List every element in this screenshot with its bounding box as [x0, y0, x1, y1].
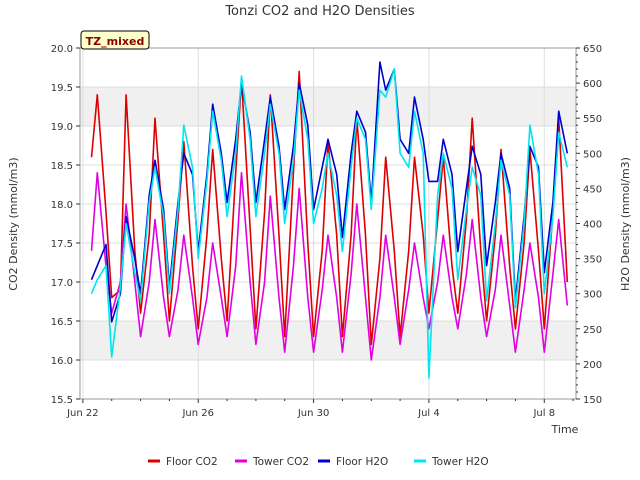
legend-label: Floor CO2 — [166, 456, 218, 468]
legend-label: Tower H2O — [431, 456, 489, 468]
x-tick-label: Jun 30 — [297, 408, 330, 419]
shaded-band — [80, 321, 576, 360]
series-line-tower-co2 — [90, 172, 569, 361]
left-tick-label: 17.5 — [51, 239, 73, 250]
left-tick-label: 20.0 — [51, 44, 73, 55]
x-axis-label: Time — [551, 423, 579, 436]
right-axis-label: H2O Density (mmol/m3) — [619, 157, 632, 291]
right-tick-label: 250 — [583, 325, 602, 336]
right-tick-label: 200 — [583, 360, 602, 371]
right-tick-label: 300 — [583, 290, 602, 301]
left-tick-label: 19.0 — [51, 122, 73, 133]
x-tick-label: Jul 8 — [532, 408, 555, 419]
legend-label: Floor H2O — [336, 456, 388, 468]
series-line-tower-h2o — [90, 68, 569, 379]
right-axis-ticks: 150 200 250 300 350 400 450 500 550 600 650 — [576, 44, 602, 406]
annotation-label: TZ_mixed — [86, 35, 145, 48]
legend-label: Tower CO2 — [252, 456, 309, 468]
right-tick-label: 400 — [583, 220, 602, 231]
x-tick-label: Jun 22 — [66, 408, 99, 419]
chart-title: Tonzi CO2 and H2O Densities — [224, 4, 415, 19]
x-axis-ticks: Jun 22 Jun 26 Jun 30 Jul 4 Jul 8 — [66, 399, 574, 419]
right-tick-label: 450 — [583, 184, 602, 195]
right-tick-label: 350 — [583, 255, 602, 266]
left-axis-label: CO2 Density (mmol/m3) — [7, 157, 20, 290]
shaded-band — [80, 87, 576, 126]
right-tick-label: 550 — [583, 114, 602, 125]
right-tick-label: 600 — [583, 79, 602, 90]
x-tick-label: Jun 26 — [181, 408, 214, 419]
series-layer — [90, 61, 569, 379]
left-tick-label: 16.0 — [51, 356, 73, 367]
legend: Floor CO2 Tower CO2 Floor H2O Tower H2O — [148, 456, 489, 468]
left-tick-label: 18.5 — [51, 161, 73, 172]
right-tick-label: 150 — [583, 395, 602, 406]
right-tick-label: 650 — [583, 44, 602, 55]
left-tick-label: 19.5 — [51, 83, 73, 94]
left-tick-label: 15.5 — [51, 395, 73, 406]
left-axis-ticks: 15.5 16.0 16.5 17.0 17.5 18.0 18.5 19.0 19.5 20.0 — [51, 44, 80, 406]
x-tick-label: Jul 4 — [417, 408, 440, 419]
left-tick-label: 17.0 — [51, 278, 73, 289]
left-tick-label: 16.5 — [51, 317, 73, 328]
right-tick-label: 500 — [583, 149, 602, 160]
annotation-box: TZ_mixed — [80, 30, 150, 50]
left-tick-label: 18.0 — [51, 200, 73, 211]
